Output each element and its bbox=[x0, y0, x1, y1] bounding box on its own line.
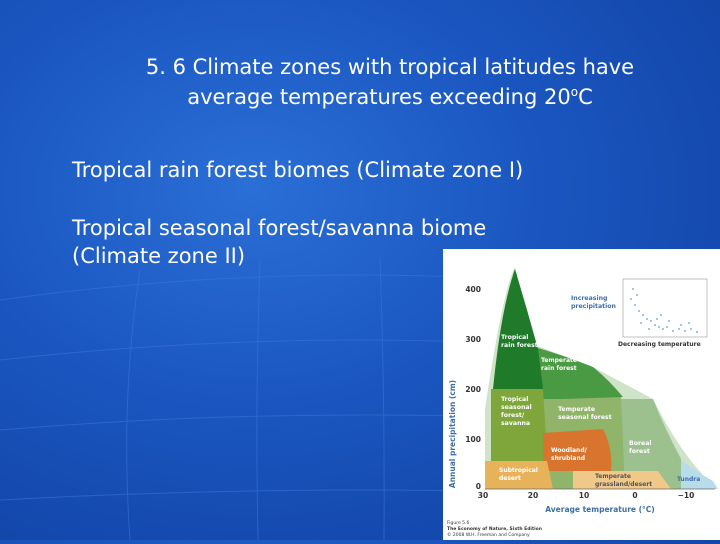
bullet-tropical-seasonal-forest: Tropical seasonal forest/savanna biome (… bbox=[72, 214, 592, 270]
y-axis-label: Annual precipitation (cm) bbox=[448, 380, 457, 488]
label-tropical-seasonal-1: Tropical bbox=[501, 396, 528, 403]
label-temperate-grassland-2: grassland/desert bbox=[595, 481, 652, 488]
label-tundra: Tundra bbox=[677, 476, 700, 483]
inset-increasing: Increasing bbox=[571, 295, 607, 302]
y-tick-0: 0 bbox=[476, 482, 481, 491]
label-tropical-seasonal-2: seasonal bbox=[501, 404, 532, 411]
bullet-tropical-rain-forest: Tropical rain forest biomes (Climate zon… bbox=[72, 158, 524, 182]
x-axis-label: Average temperature (°C) bbox=[545, 505, 654, 514]
label-boreal-forest-2: forest bbox=[629, 448, 650, 455]
label-woodland-2: shrubland bbox=[551, 455, 585, 462]
region-tropical-rain-forest bbox=[493, 269, 543, 389]
region-temperate-rain-forest bbox=[535, 347, 623, 399]
x-tick-20: 20 bbox=[528, 491, 538, 500]
slide-title: 5. 6 Climate zones with tropical latitud… bbox=[60, 52, 720, 115]
inset-box bbox=[622, 278, 708, 338]
inset-scatter bbox=[630, 288, 698, 333]
inset-precipitation: precipitation bbox=[571, 303, 616, 310]
x-tick-neg10: −10 bbox=[678, 491, 695, 500]
label-woodland-1: Woodland/ bbox=[551, 447, 588, 454]
degree-symbol: o bbox=[570, 85, 579, 99]
bullet-2-line-1: Tropical seasonal forest/savanna biome bbox=[72, 216, 487, 240]
title-line-2: average temperatures exceeding 20oC bbox=[60, 82, 720, 115]
caption-line-2: The Economy of Nature, Sixth Edition bbox=[447, 526, 542, 532]
biome-climate-figure: Annual precipitation (cm) 400 300 200 10… bbox=[443, 249, 720, 540]
x-tick-30: 30 bbox=[478, 491, 488, 500]
label-tropical-seasonal-4: savanna bbox=[501, 420, 530, 427]
biome-diagram: Annual precipitation (cm) 400 300 200 10… bbox=[447, 267, 718, 538]
y-tick-200: 200 bbox=[465, 385, 481, 394]
label-tropical-rain-forest-1: Tropical bbox=[501, 334, 528, 341]
bullet-2-line-2: (Climate zone II) bbox=[72, 244, 246, 268]
label-tropical-seasonal-3: forest/ bbox=[501, 412, 525, 419]
label-temperate-rain-forest-2: rain forest bbox=[541, 365, 577, 372]
temperature-unit: C bbox=[578, 85, 593, 109]
x-tick-0: 0 bbox=[632, 491, 637, 500]
label-temperate-rain-forest-1: Temperate bbox=[541, 357, 577, 364]
caption-line-3: © 2008 W.H. Freeman and Company bbox=[447, 531, 530, 538]
label-subtropical-desert-2: desert bbox=[499, 475, 521, 482]
y-tick-100: 100 bbox=[465, 435, 481, 444]
region-boreal-forest bbox=[621, 399, 681, 489]
label-subtropical-desert-1: Subtropical bbox=[499, 467, 538, 474]
y-tick-400: 400 bbox=[465, 285, 481, 294]
y-tick-300: 300 bbox=[465, 335, 481, 344]
region-woodland-shrubland bbox=[543, 429, 612, 471]
label-temperate-seasonal-1: Temperate bbox=[558, 406, 595, 413]
inset-decreasing: Decreasing temperature bbox=[618, 341, 701, 348]
label-temperate-seasonal-2: seasonal forest bbox=[558, 414, 612, 421]
caption-line-1: Figure 5.6 bbox=[447, 520, 469, 526]
region-temperate-grassland bbox=[573, 471, 671, 489]
label-temperate-grassland-1: Temperate bbox=[595, 473, 631, 480]
region-subtropical-desert bbox=[485, 461, 553, 489]
title-line-1: 5. 6 Climate zones with tropical latitud… bbox=[145, 55, 635, 79]
title-line-2-text: average temperatures exceeding 20 bbox=[187, 85, 571, 109]
label-boreal-forest-1: Boreal bbox=[629, 440, 652, 447]
label-tropical-rain-forest-2: rain forest bbox=[501, 342, 538, 349]
x-tick-10: 10 bbox=[579, 491, 589, 500]
region-tropical-seasonal bbox=[491, 389, 548, 469]
